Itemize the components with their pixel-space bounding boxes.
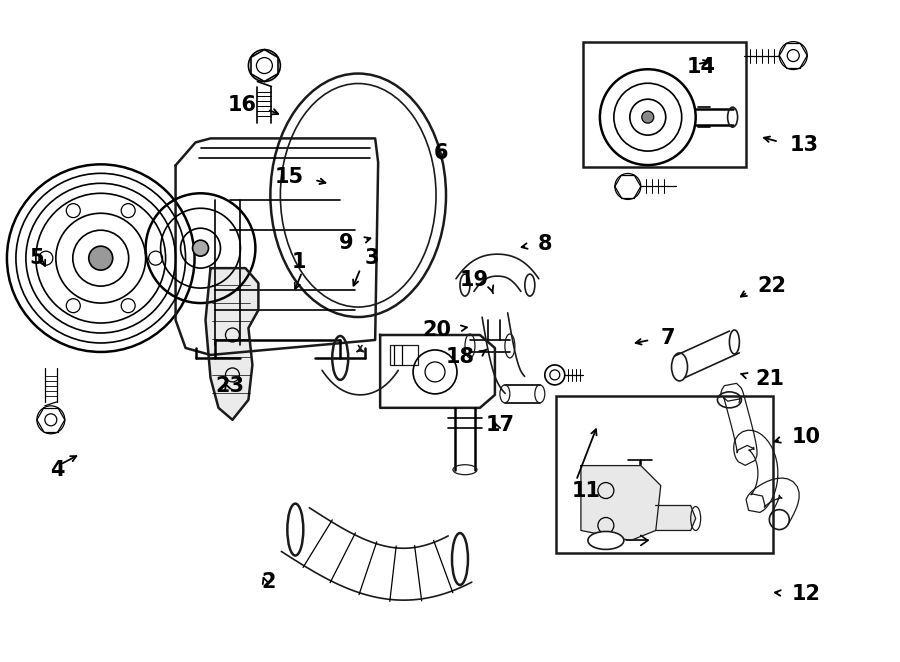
Bar [390, 345, 418, 365]
Text: 5: 5 [30, 248, 44, 268]
Text: 8: 8 [538, 234, 553, 254]
Circle shape [89, 246, 112, 270]
Circle shape [600, 70, 696, 165]
Text: 23: 23 [215, 376, 245, 396]
Text: 9: 9 [339, 233, 354, 253]
Text: 18: 18 [446, 348, 475, 367]
Text: 19: 19 [460, 270, 489, 290]
Text: 22: 22 [757, 276, 787, 296]
Text: 12: 12 [791, 584, 820, 604]
Circle shape [7, 164, 194, 352]
Bar [556, 396, 773, 553]
Ellipse shape [588, 532, 624, 549]
Polygon shape [656, 506, 696, 530]
Polygon shape [176, 138, 378, 355]
Polygon shape [720, 383, 799, 524]
Ellipse shape [460, 274, 470, 296]
Ellipse shape [525, 274, 535, 296]
Bar [583, 42, 746, 167]
Ellipse shape [270, 73, 446, 317]
Polygon shape [580, 465, 661, 540]
Text: 6: 6 [434, 143, 448, 163]
Circle shape [193, 240, 209, 256]
Polygon shape [282, 508, 472, 600]
Text: 1: 1 [292, 252, 306, 271]
Text: 11: 11 [572, 481, 601, 501]
Text: 13: 13 [789, 134, 818, 155]
Text: 4: 4 [50, 459, 65, 480]
Polygon shape [322, 346, 399, 395]
Text: 21: 21 [755, 369, 785, 389]
Text: 15: 15 [274, 167, 303, 187]
Text: 20: 20 [423, 320, 452, 340]
Polygon shape [482, 313, 525, 393]
Polygon shape [456, 254, 539, 291]
Text: 14: 14 [686, 57, 716, 77]
Text: 10: 10 [791, 427, 820, 447]
Polygon shape [205, 268, 258, 420]
Text: 7: 7 [662, 328, 676, 348]
Polygon shape [380, 335, 495, 408]
Text: 3: 3 [364, 248, 379, 268]
Polygon shape [675, 331, 740, 378]
Text: 16: 16 [228, 95, 256, 115]
Circle shape [642, 111, 653, 123]
Text: 17: 17 [486, 415, 515, 436]
Text: 2: 2 [261, 572, 275, 592]
